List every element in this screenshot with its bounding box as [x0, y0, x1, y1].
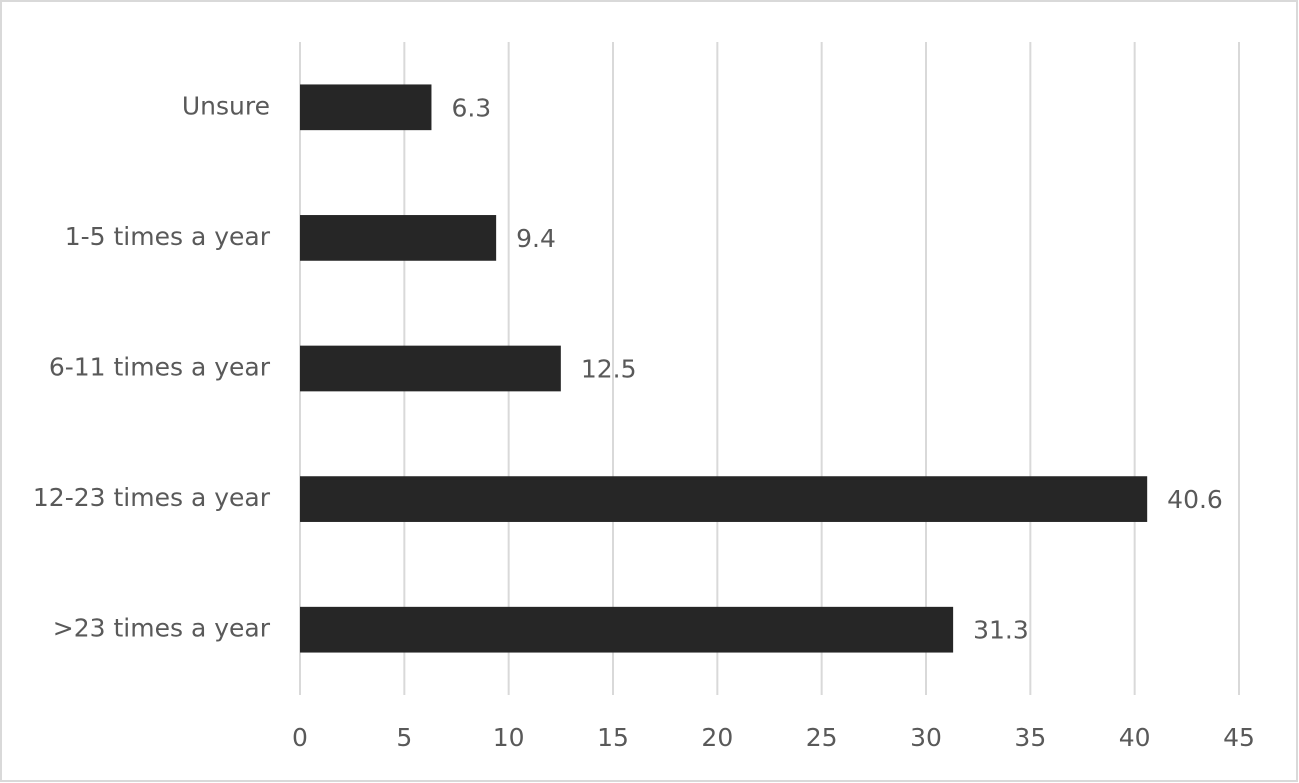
y-tick-label: 12-23 times a year — [33, 483, 271, 512]
x-tick-label: 35 — [1014, 723, 1046, 752]
data-label: 6.3 — [451, 93, 491, 122]
data-label: 31.3 — [973, 616, 1029, 645]
x-tick-label: 25 — [806, 723, 838, 752]
x-tick-label: 15 — [597, 723, 629, 752]
bar — [300, 345, 561, 392]
bar — [300, 84, 432, 131]
bar — [300, 606, 954, 653]
x-tick-label: 20 — [701, 723, 733, 752]
y-tick-label: 6-11 times a year — [49, 353, 271, 382]
x-tick-label: 30 — [910, 723, 942, 752]
x-tick-label: 0 — [292, 723, 308, 752]
y-tick-label: >23 times a year — [53, 614, 271, 643]
bar — [300, 476, 1148, 522]
y-tick-label: Unsure — [182, 91, 270, 120]
x-tick-label: 45 — [1223, 723, 1255, 752]
y-tick-label: 1-5 times a year — [65, 222, 271, 251]
bar — [300, 215, 497, 261]
data-label: 40.6 — [1167, 485, 1223, 514]
data-label: 9.4 — [516, 224, 556, 253]
x-tick-label: 5 — [396, 723, 412, 752]
x-tick-label: 10 — [493, 723, 525, 752]
data-label: 12.5 — [581, 355, 637, 384]
x-tick-label: 40 — [1119, 723, 1151, 752]
